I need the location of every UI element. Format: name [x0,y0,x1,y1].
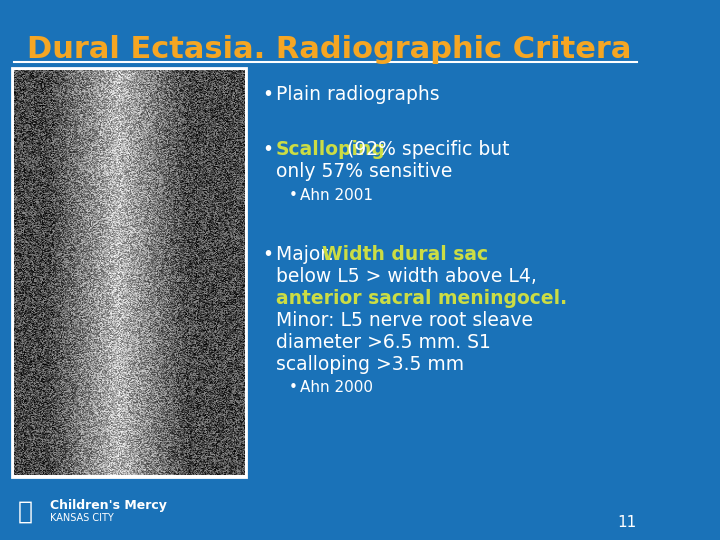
Text: •: • [289,188,298,203]
Text: only 57% sensitive: only 57% sensitive [276,162,452,181]
Text: •: • [262,140,273,159]
Text: •: • [262,85,273,104]
Text: below L5 > width above L4,: below L5 > width above L4, [276,267,536,286]
Text: Major:: Major: [276,245,346,264]
Text: Width dural sac: Width dural sac [323,245,489,264]
FancyBboxPatch shape [12,68,246,477]
Text: scalloping >3.5 mm: scalloping >3.5 mm [276,355,464,374]
Text: ⛹: ⛹ [18,500,33,524]
Text: (92% specific but: (92% specific but [341,140,509,159]
Text: Children's Mercy: Children's Mercy [50,498,166,511]
Text: KANSAS CITY: KANSAS CITY [50,513,114,523]
Text: Ahn 2001: Ahn 2001 [300,188,373,203]
Text: diameter >6.5 mm. S1: diameter >6.5 mm. S1 [276,333,490,352]
Text: 11: 11 [618,515,636,530]
Text: anterior sacral meningocel.: anterior sacral meningocel. [276,289,567,308]
Text: Dural Ectasia. Radiographic Critera: Dural Ectasia. Radiographic Critera [27,35,631,64]
Text: •: • [262,245,273,264]
FancyBboxPatch shape [14,70,244,475]
Text: Ahn 2000: Ahn 2000 [300,380,373,395]
Text: Minor: L5 nerve root sleave: Minor: L5 nerve root sleave [276,311,533,330]
Text: Scalloping: Scalloping [276,140,385,159]
Text: •: • [289,380,298,395]
Text: Plain radiographs: Plain radiographs [276,85,439,104]
